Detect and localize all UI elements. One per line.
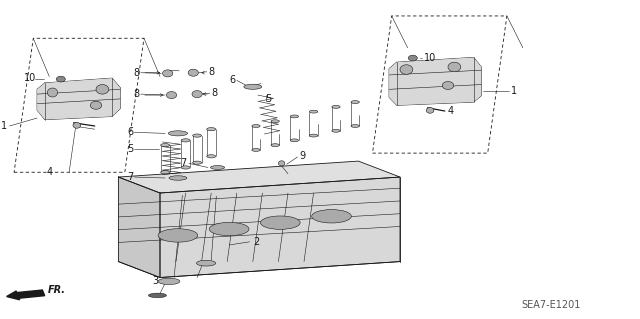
Text: FR.: FR. [48,285,66,295]
Ellipse shape [291,115,299,118]
Text: 8: 8 [133,89,140,99]
Ellipse shape [332,105,340,108]
Ellipse shape [166,92,177,99]
Ellipse shape [188,69,198,76]
Ellipse shape [260,216,300,229]
Ellipse shape [312,210,351,223]
Ellipse shape [181,139,190,142]
Ellipse shape [148,293,166,298]
Text: 4: 4 [46,167,52,177]
Ellipse shape [332,129,340,132]
Ellipse shape [252,125,260,127]
Polygon shape [160,177,400,278]
Ellipse shape [271,144,280,147]
Ellipse shape [161,171,170,174]
Ellipse shape [181,166,190,169]
FancyArrow shape [6,290,45,300]
Ellipse shape [351,101,360,103]
Ellipse shape [426,108,434,113]
Ellipse shape [96,85,109,94]
Ellipse shape [244,84,262,89]
Text: 10: 10 [24,73,36,83]
Ellipse shape [192,91,202,98]
Ellipse shape [351,125,360,127]
Ellipse shape [207,155,216,158]
Text: 4: 4 [448,106,454,116]
Ellipse shape [158,229,198,242]
Ellipse shape [209,222,249,236]
Polygon shape [389,57,481,105]
Ellipse shape [56,76,65,82]
Ellipse shape [448,62,461,72]
Ellipse shape [90,101,102,109]
Text: 9: 9 [300,151,306,161]
Text: 1: 1 [511,86,517,96]
Text: 8: 8 [211,88,218,98]
Ellipse shape [442,82,454,90]
Ellipse shape [408,55,417,61]
Text: SEA7-E1201: SEA7-E1201 [522,300,581,310]
Ellipse shape [271,120,280,122]
Text: 6: 6 [127,127,133,137]
Ellipse shape [169,176,187,180]
Polygon shape [37,78,120,120]
Ellipse shape [207,128,216,131]
Text: 3: 3 [152,276,159,286]
Ellipse shape [400,65,413,74]
Ellipse shape [278,161,285,166]
Ellipse shape [193,134,202,137]
Ellipse shape [252,149,260,151]
Text: 10: 10 [424,53,436,63]
Ellipse shape [196,260,216,266]
Ellipse shape [47,88,58,97]
Text: 2: 2 [253,237,259,247]
Text: 7: 7 [127,172,133,182]
Text: 8: 8 [208,67,214,77]
Text: 8: 8 [133,68,140,78]
Ellipse shape [211,166,225,169]
Ellipse shape [73,122,81,128]
Text: 5: 5 [127,144,133,154]
Ellipse shape [310,110,318,113]
Ellipse shape [310,134,318,137]
Text: 5: 5 [266,94,272,104]
Ellipse shape [163,70,173,77]
Polygon shape [118,161,400,193]
Ellipse shape [168,131,188,136]
Polygon shape [118,177,160,278]
Ellipse shape [158,278,180,285]
Ellipse shape [161,144,170,147]
Text: 6: 6 [229,75,236,85]
Text: 1: 1 [1,121,8,131]
Ellipse shape [291,139,299,142]
Ellipse shape [193,161,202,164]
Text: 7: 7 [180,158,187,168]
